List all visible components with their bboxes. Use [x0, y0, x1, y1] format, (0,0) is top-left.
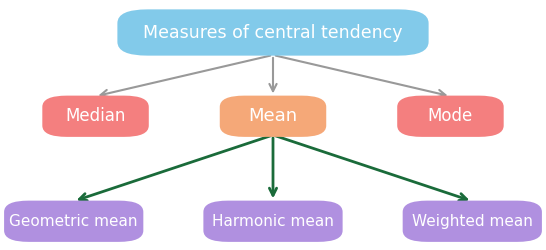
FancyBboxPatch shape: [203, 200, 343, 242]
Text: Mode: Mode: [428, 107, 473, 125]
FancyBboxPatch shape: [117, 10, 429, 56]
FancyBboxPatch shape: [402, 200, 542, 242]
FancyBboxPatch shape: [219, 96, 326, 137]
FancyBboxPatch shape: [397, 96, 503, 137]
Text: Median: Median: [66, 107, 126, 125]
Text: Measures of central tendency: Measures of central tendency: [143, 24, 403, 42]
Text: Weighted mean: Weighted mean: [412, 214, 533, 229]
FancyBboxPatch shape: [4, 200, 143, 242]
Text: Harmonic mean: Harmonic mean: [212, 214, 334, 229]
Text: Geometric mean: Geometric mean: [9, 214, 138, 229]
Text: Mean: Mean: [248, 107, 298, 125]
FancyBboxPatch shape: [42, 96, 149, 137]
